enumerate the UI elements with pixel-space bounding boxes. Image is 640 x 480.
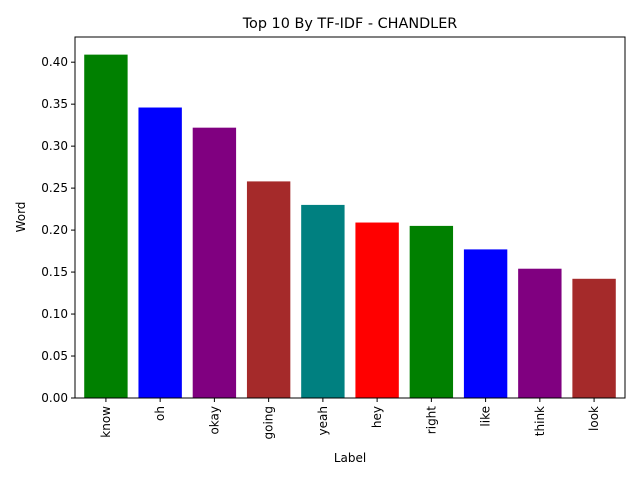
chart-title: Top 10 By TF-IDF - CHANDLER — [242, 16, 458, 32]
x-axis: know oh okay going yeah hey right like think look — [99, 398, 601, 440]
bar-okay — [192, 127, 237, 398]
bar-think — [518, 268, 562, 398]
y-tick-label-5: 0.25 — [41, 181, 68, 195]
y-tick-label-8: 0.40 — [41, 55, 68, 69]
x-tick-label-know: know — [99, 406, 113, 438]
y-tick-label-6: 0.30 — [41, 139, 68, 153]
y-axis-title: Word — [14, 202, 28, 233]
y-tick-label-4: 0.20 — [41, 223, 68, 237]
x-tick-label-right: right — [424, 406, 438, 434]
y-tick-label-7: 0.35 — [41, 97, 68, 111]
y-tick-label-2: 0.10 — [41, 307, 68, 321]
x-tick-label-think: think — [533, 406, 547, 436]
bar-hey — [355, 222, 399, 398]
x-tick-label-hey: hey — [370, 406, 384, 428]
x-tick-label-like: like — [479, 406, 493, 427]
plot-frame — [74, 36, 626, 399]
y-axis: 0.00 0.05 0.10 0.15 0.20 0.25 0.30 0.35 0.40 — [41, 55, 75, 405]
y-tick-label-1: 0.05 — [41, 349, 68, 363]
bar-know — [84, 54, 128, 398]
y-tick-label-0: 0.00 — [41, 391, 68, 405]
bar-look — [572, 278, 616, 398]
bar-going — [246, 181, 291, 398]
bar-yeah — [301, 204, 345, 398]
bar-oh — [138, 107, 182, 398]
x-tick-label-look: look — [587, 406, 601, 431]
x-axis-title: Label — [334, 451, 366, 465]
x-tick-label-oh: oh — [153, 406, 167, 421]
bars-group — [84, 54, 616, 398]
x-tick-label-yeah: yeah — [316, 406, 330, 435]
x-tick-label-going: going — [262, 406, 276, 440]
y-tick-label-3: 0.15 — [41, 265, 68, 279]
x-tick-label-okay: okay — [207, 406, 221, 435]
bar-right — [409, 225, 454, 398]
bar-like — [463, 249, 508, 398]
